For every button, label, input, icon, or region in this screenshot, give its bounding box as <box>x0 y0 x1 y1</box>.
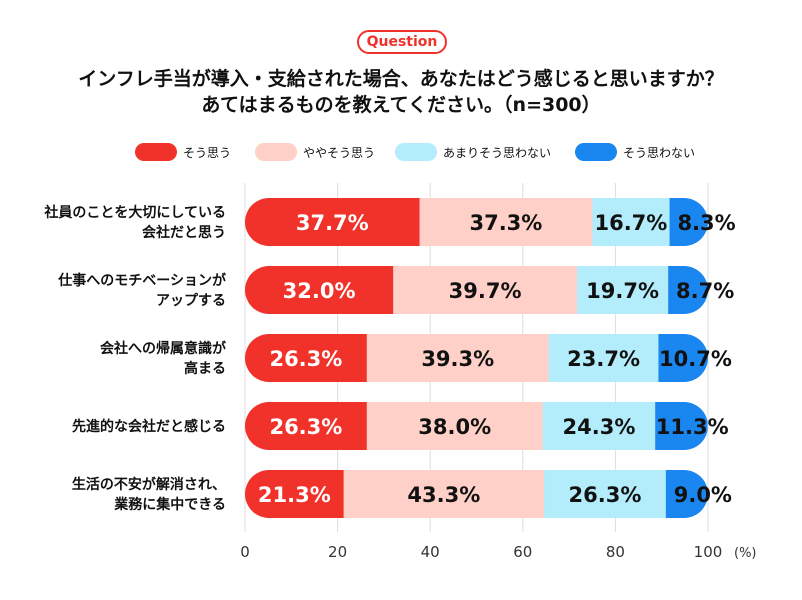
data-label: 21.3% <box>258 483 331 507</box>
x-tick-label: 100 <box>694 543 723 561</box>
category-label: 生活の不安が解消され、 <box>72 476 226 493</box>
bar-segment <box>542 402 656 450</box>
legend-swatch <box>575 143 617 161</box>
bar-segment <box>669 198 708 246</box>
bar-segment <box>668 266 708 314</box>
data-label: 19.7% <box>586 279 659 303</box>
category-label: 業務に集中できる <box>113 496 226 513</box>
data-label: 26.3% <box>569 483 642 507</box>
bar-segment <box>393 266 578 314</box>
legend-item-amari-sou-omowanai: あまりそう思わない <box>395 143 551 161</box>
bar-segment <box>366 402 544 450</box>
data-label: 9.0% <box>674 483 732 507</box>
category-label: 会社への帰属意識が <box>100 340 227 357</box>
legend-swatch <box>135 143 177 161</box>
question-badge: Question <box>357 30 447 54</box>
bar-segment <box>343 470 545 518</box>
data-label: 24.3% <box>563 415 636 439</box>
data-label: 32.0% <box>283 279 356 303</box>
x-tick-label: 0 <box>240 543 250 561</box>
bar-segment <box>576 266 669 314</box>
chart-title-line1: インフレ手当が導入・支給された場合、あなたはどう感じると思いますか？ <box>78 68 724 90</box>
legend-label: そう思う <box>183 145 232 160</box>
x-tick-label: 60 <box>513 543 532 561</box>
category-label: アップする <box>156 293 226 309</box>
category-label: 高まる <box>184 360 226 377</box>
bar-segment <box>366 334 550 382</box>
legend-label: ややそう思う <box>303 145 376 160</box>
x-unit-label: (%) <box>734 546 757 561</box>
bar-segment <box>245 198 421 246</box>
data-label: 11.3% <box>656 415 729 439</box>
bar-segment <box>245 334 368 382</box>
legend-item-sou-omowanai: そう思わない <box>575 143 695 161</box>
legend-swatch <box>255 143 297 161</box>
bar-segment <box>544 470 667 518</box>
category-label: 先進的な会社だと感じる <box>72 418 226 435</box>
bar-segment <box>658 334 708 382</box>
data-label: 37.7% <box>296 211 369 235</box>
x-tick-label: 40 <box>421 543 440 561</box>
data-label: 23.7% <box>567 347 640 371</box>
bar-segment <box>419 198 593 246</box>
legend-item-sou-omou: そう思う <box>135 143 231 161</box>
data-label: 8.3% <box>677 211 735 235</box>
legend-item-yaya-sou-omou: ややそう思う <box>255 143 375 161</box>
bar-segment <box>548 334 659 382</box>
bar-segment <box>592 198 671 246</box>
legend-label: あまりそう思わない <box>443 145 552 160</box>
x-tick-label: 80 <box>606 543 625 561</box>
bar-segment <box>245 402 368 450</box>
category-label: 社員のことを大切にしている <box>43 204 226 221</box>
bar-segment <box>245 470 345 518</box>
legend-label: そう思わない <box>623 145 696 160</box>
data-label: 39.3% <box>421 347 494 371</box>
legend: そう思う ややそう思う あまりそう思わない そう思わない <box>0 143 802 161</box>
category-label: 仕事へのモチベーションが <box>57 272 227 289</box>
bar-segment <box>245 266 394 314</box>
data-label: 16.7% <box>594 211 667 235</box>
data-label: 39.7% <box>449 279 522 303</box>
category-label: 会社だと思う <box>142 224 226 241</box>
chart-title-line2: あてはまるものを教えてください。（n=300） <box>201 94 601 116</box>
x-tick-label: 20 <box>328 543 347 561</box>
data-label: 37.3% <box>469 211 542 235</box>
data-label: 43.3% <box>407 483 480 507</box>
data-label: 26.3% <box>269 347 342 371</box>
data-label: 38.0% <box>418 415 491 439</box>
bar-segment <box>665 470 708 518</box>
data-label: 10.7% <box>659 347 732 371</box>
bar-segment <box>655 402 708 450</box>
legend-swatch <box>395 143 437 161</box>
data-label: 8.7% <box>676 279 734 303</box>
data-label: 26.3% <box>269 415 342 439</box>
